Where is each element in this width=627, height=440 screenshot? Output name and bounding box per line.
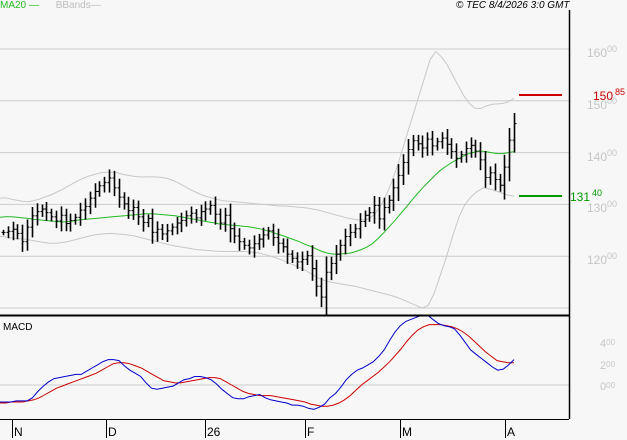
macd-axis-label: 000	[600, 381, 616, 393]
legend-ma20: MA20 —	[0, 0, 39, 11]
time-axis-label: A	[507, 425, 516, 439]
macd-signal-line	[0, 324, 514, 407]
time-axis-label: N	[14, 425, 23, 439]
copyright-timestamp: © TEC 8/4/2026 3:0 GMT	[456, 0, 570, 11]
price-axis-label: 14000	[587, 147, 618, 164]
legend-bbands: BBands—	[55, 0, 101, 11]
price-axis-label: 16000	[587, 44, 618, 60]
price-axis-label: 15000	[587, 95, 618, 112]
price-axis-label: 12000	[587, 251, 618, 268]
macd-axis-label: 200	[600, 360, 616, 372]
resistance-price-label: 150 85	[593, 87, 626, 103]
price-axis-label: 13000	[587, 199, 618, 216]
macd-axis-label: 400	[600, 338, 616, 350]
bbands-upper-line	[0, 50, 515, 221]
macd-line	[0, 314, 515, 410]
time-axis-label: 26	[207, 425, 221, 439]
time-axis-label: D	[108, 425, 117, 439]
support-price-label: 131 40	[570, 188, 603, 204]
time-axis-label: F	[307, 425, 315, 439]
macd-panel-title: MACD	[3, 322, 33, 333]
chart-legend: MA20 — BBands—	[0, 0, 101, 12]
ma20-line	[0, 150, 515, 255]
bbands-lower-line	[0, 187, 515, 309]
time-axis-label: M	[402, 425, 412, 439]
